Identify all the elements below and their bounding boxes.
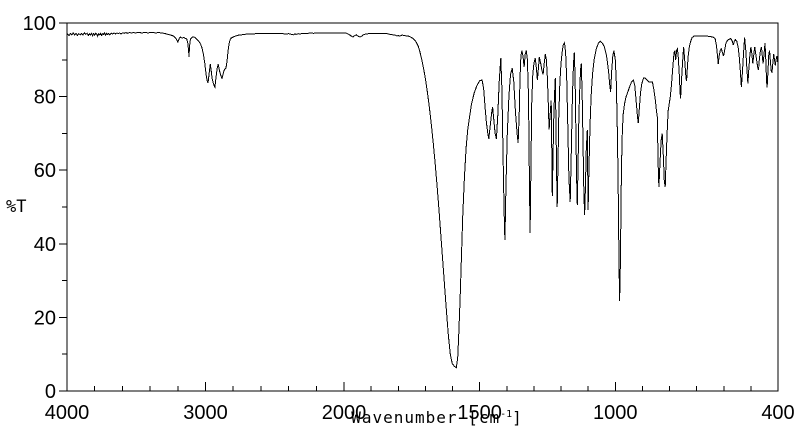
x-axis-title-end: ] bbox=[512, 408, 523, 427]
y-tick-label: 40 bbox=[34, 234, 56, 256]
x-tick-label: 400 bbox=[761, 402, 794, 424]
spectrum-trace bbox=[67, 31, 779, 369]
y-tick-label: 100 bbox=[23, 13, 56, 35]
x-axis-title-main: Wavenumber [cm bbox=[351, 408, 501, 427]
x-tick-label: 3000 bbox=[183, 402, 228, 424]
y-tick-label: 20 bbox=[34, 307, 56, 329]
y-tick-label: 80 bbox=[34, 87, 56, 109]
x-axis-title-superscript: -1 bbox=[500, 409, 513, 420]
y-axis-title: %T bbox=[6, 197, 27, 217]
y-tick-label: 60 bbox=[34, 160, 56, 182]
x-tick-label: 2000 bbox=[322, 402, 367, 424]
x-axis-title: Wavenumber [cm-1] bbox=[337, 408, 537, 427]
y-tick-label: 0 bbox=[45, 381, 56, 403]
x-tick-label: 4000 bbox=[45, 402, 90, 424]
plot-border bbox=[66, 22, 779, 392]
x-tick-label: 1000 bbox=[593, 402, 638, 424]
x-tick-label: 1500 bbox=[457, 402, 502, 424]
